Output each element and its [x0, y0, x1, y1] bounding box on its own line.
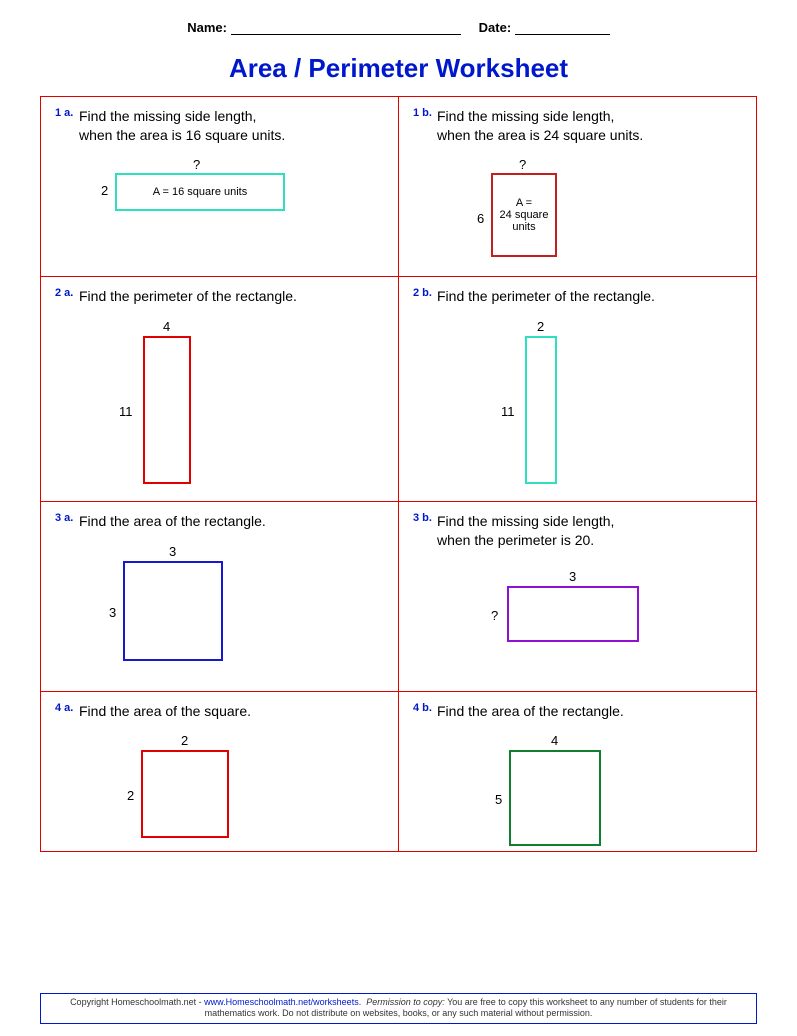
problem-figure: 3?: [411, 566, 744, 681]
problem-cell: 4 a.Find the area of the square.22: [41, 691, 399, 851]
problem-cell: 2 b. Find the perimeter of the rectangle.…: [399, 276, 757, 501]
problem-label: 2 a.: [55, 287, 73, 299]
dimension-top: 3: [569, 569, 576, 584]
dimension-top: 4: [551, 733, 558, 748]
dimension-top: ?: [193, 157, 200, 172]
dimension-left: 2: [127, 788, 134, 803]
figure-rectangle: [507, 586, 639, 642]
problem-cell: 1 a. Find the missing side length,when th…: [41, 97, 399, 277]
problem-label: 3 b.: [413, 512, 432, 524]
copyright-footer: Copyright Homeschoolmath.net - www.Homes…: [40, 993, 757, 1024]
problem-text: Find the perimeter of the rectangle.: [79, 287, 386, 306]
date-blank-line: [515, 21, 610, 35]
figure-rectangle: A =24 squareunits: [491, 173, 557, 257]
problems-grid: 1 a. Find the missing side length,when th…: [40, 96, 757, 852]
source-link[interactable]: www.Homeschoolmath.net/worksheets: [204, 997, 359, 1007]
problem-text: Find the missing side length,when the pe…: [437, 512, 744, 550]
worksheet-title: Area / Perimeter Worksheet: [40, 53, 757, 84]
copyright-prefix: Copyright Homeschoolmath.net -: [70, 997, 204, 1007]
problem-figure: 22: [53, 736, 386, 836]
dimension-left: 11: [501, 404, 515, 419]
dimension-left: 5: [495, 792, 502, 807]
dimension-top: ?: [519, 157, 526, 172]
figure-rectangle: [509, 750, 601, 846]
figure-rectangle: [143, 336, 191, 484]
problem-text: Find the area of the rectangle.: [79, 512, 386, 531]
problem-label: 3 a.: [55, 512, 73, 524]
dimension-top: 3: [169, 544, 176, 559]
problem-figure: A = 16 square units?2: [53, 161, 386, 266]
problem-label: 2 b.: [413, 287, 432, 299]
problem-figure: A =24 squareunits?6: [411, 161, 744, 266]
dimension-left: 2: [101, 183, 108, 198]
problem-label: 1 a.: [55, 107, 73, 119]
problem-text: Find the area of the rectangle.: [437, 702, 744, 721]
dimension-left: 11: [119, 404, 133, 419]
problem-cell: 2 a. Find the perimeter of the rectangle.…: [41, 276, 399, 501]
problem-text: Find the perimeter of the rectangle.: [437, 287, 744, 306]
problem-label: 4 b.: [413, 702, 432, 714]
problem-cell: 3 b. Find the missing side length,when th…: [399, 501, 757, 691]
problem-label: 4 a.: [55, 702, 73, 714]
problem-figure: 2 11: [411, 322, 744, 487]
problem-figure: 33: [53, 547, 386, 662]
dimension-left: 6: [477, 211, 484, 226]
dimension-left: 3: [109, 605, 116, 620]
problem-cell: 3 a.Find the area of the rectangle.33: [41, 501, 399, 691]
problem-cell: 4 b.Find the area of the rectangle.45: [399, 691, 757, 851]
name-blank-line: [231, 21, 461, 35]
figure-rectangle: [123, 561, 223, 661]
problem-figure: 45: [411, 736, 744, 836]
name-label: Name:: [187, 20, 227, 35]
dimension-top: 4: [163, 319, 170, 334]
problem-text: Find the area of the square.: [79, 702, 386, 721]
figure-rectangle: A = 16 square units: [115, 173, 285, 211]
problem-cell: 1 b. Find the missing side length,when th…: [399, 97, 757, 277]
permission-label: Permission to copy:: [366, 997, 445, 1007]
header-fields: Name: Date:: [40, 20, 757, 35]
date-label: Date:: [479, 20, 512, 35]
figure-rectangle: [141, 750, 229, 838]
dimension-top: 2: [537, 319, 544, 334]
problem-text: Find the missing side length,when the ar…: [437, 107, 744, 145]
problem-figure: 4 11: [53, 322, 386, 487]
dimension-left: ?: [491, 608, 498, 623]
figure-rectangle: [525, 336, 557, 484]
problem-label: 1 b.: [413, 107, 432, 119]
problem-text: Find the missing side length,when the ar…: [79, 107, 386, 145]
dimension-top: 2: [181, 733, 188, 748]
